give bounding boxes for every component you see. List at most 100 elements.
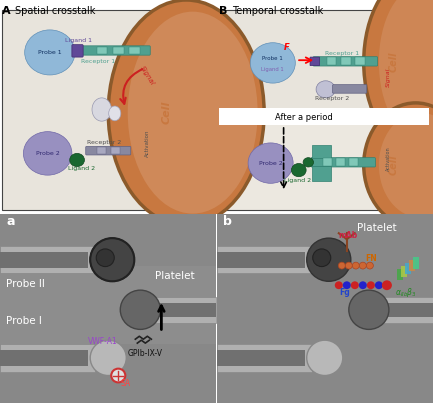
Bar [355,58,365,65]
Circle shape [366,262,373,269]
Text: Signal: Signal [139,65,156,86]
Circle shape [359,262,366,269]
Text: VWF-A1: VWF-A1 [88,337,118,346]
FancyBboxPatch shape [72,45,83,57]
Bar [0,350,88,366]
FancyBboxPatch shape [86,146,131,155]
Circle shape [359,281,367,289]
Text: Temporal crosstalk: Temporal crosstalk [232,6,323,16]
Bar [409,260,415,272]
FancyBboxPatch shape [311,158,375,167]
Text: Cell: Cell [389,155,399,175]
Bar [323,158,332,166]
Bar [0,252,88,268]
Text: Receptor 1: Receptor 1 [81,59,116,64]
Text: Receptor 1: Receptor 1 [325,51,359,56]
Circle shape [349,290,389,329]
FancyBboxPatch shape [313,57,378,66]
Circle shape [250,43,295,83]
Text: Probe 1: Probe 1 [262,56,283,61]
Circle shape [90,340,126,376]
Ellipse shape [128,12,258,214]
Circle shape [313,249,331,267]
Circle shape [303,158,313,167]
Text: FN: FN [365,254,377,263]
Circle shape [291,164,306,177]
Bar [397,268,403,280]
Text: SA: SA [120,379,130,388]
Bar [0,344,95,372]
Bar [377,297,433,322]
Bar [111,147,120,154]
Circle shape [367,281,375,289]
Circle shape [248,143,293,183]
Bar [405,263,411,274]
Text: B: B [219,6,227,16]
Circle shape [70,154,84,166]
Text: Ligand 2: Ligand 2 [284,178,311,183]
Bar [216,344,312,372]
Circle shape [382,280,392,290]
Text: Probe 1: Probe 1 [38,50,61,55]
Bar [219,108,429,125]
Bar [216,246,312,274]
Text: mAb: mAb [339,231,358,240]
Bar [129,47,140,54]
Circle shape [111,369,125,382]
Text: Ligand 1: Ligand 1 [262,67,284,73]
Circle shape [96,249,114,267]
Text: Activation: Activation [145,130,150,157]
Bar [149,297,216,322]
Circle shape [351,281,359,289]
Text: Probe II: Probe II [6,279,45,289]
Circle shape [307,238,351,281]
FancyBboxPatch shape [79,46,150,55]
Circle shape [90,238,134,281]
Bar [219,116,429,210]
Text: Ligand 2: Ligand 2 [68,166,96,171]
Text: Probe 2: Probe 2 [36,151,59,156]
Circle shape [120,290,160,329]
Ellipse shape [108,0,264,225]
Ellipse shape [92,98,112,121]
Bar [216,252,305,268]
Text: Spatial crosstalk: Spatial crosstalk [15,6,96,16]
Bar [155,303,216,317]
Ellipse shape [364,103,433,227]
Text: Signal: Signal [386,68,391,87]
Text: $\alpha_{IIb}\beta_3$: $\alpha_{IIb}\beta_3$ [395,286,417,299]
Text: Cell: Cell [389,52,399,73]
Circle shape [307,340,343,376]
Circle shape [352,262,359,269]
Circle shape [345,262,352,269]
Bar [384,303,433,317]
Circle shape [375,281,383,289]
Ellipse shape [364,0,433,150]
Text: F: F [284,44,289,52]
Bar [349,158,358,166]
Ellipse shape [379,112,433,218]
Text: After a period: After a period [275,113,333,122]
Bar [401,266,407,277]
Text: Receptor 2: Receptor 2 [315,96,349,101]
Text: Activation: Activation [386,146,391,171]
Circle shape [335,281,343,289]
Bar [327,58,336,65]
Ellipse shape [379,0,433,138]
Ellipse shape [109,106,121,121]
Text: Ligand 1: Ligand 1 [65,38,92,43]
Circle shape [316,81,335,98]
Bar [2,10,212,210]
Text: GPIb-IX-V: GPIb-IX-V [127,349,162,358]
Bar [97,47,107,54]
Text: a: a [6,215,15,229]
Bar [341,58,351,65]
Bar [0,266,216,344]
Text: Platelet: Platelet [155,271,195,281]
Text: Probe I: Probe I [6,316,42,326]
Circle shape [23,132,72,175]
Bar [336,158,345,166]
Text: Platelet: Platelet [357,223,397,233]
Text: Fg: Fg [339,288,349,297]
Bar [219,10,429,112]
